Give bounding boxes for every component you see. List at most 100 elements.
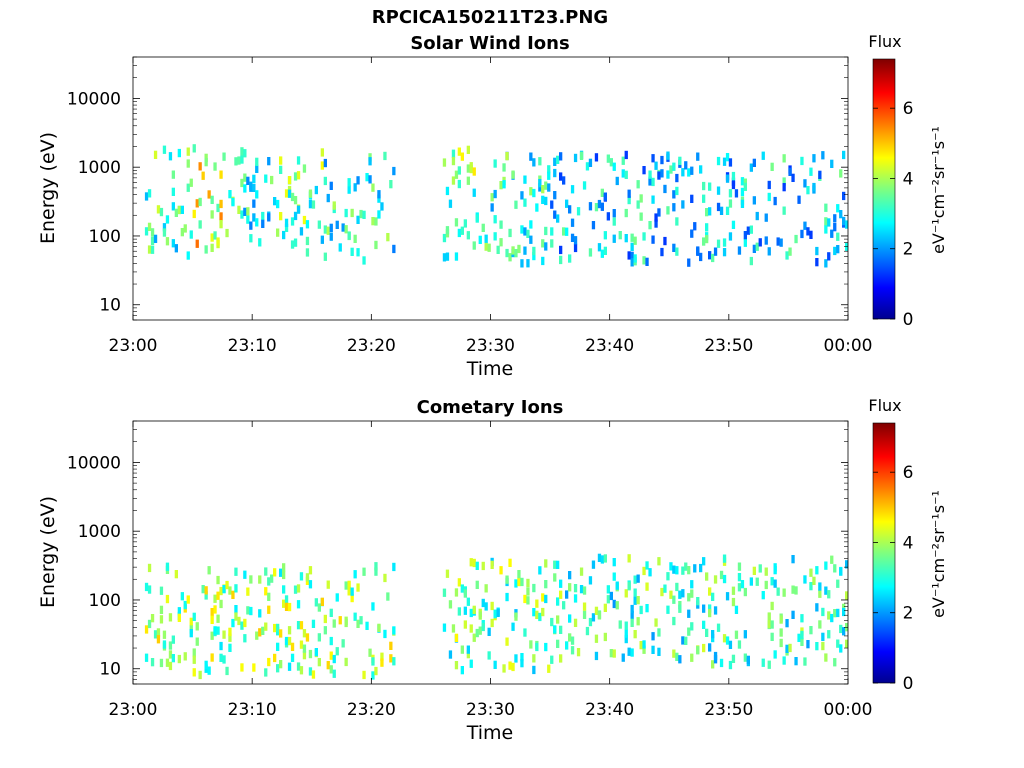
spectrogram-cell <box>541 256 545 266</box>
spectrogram-cell <box>716 202 721 212</box>
spectrogram-cell <box>797 195 801 204</box>
spectrogram-cell <box>800 630 804 640</box>
spectrogram-cell <box>633 596 637 605</box>
spectrogram-cell <box>725 153 730 162</box>
spectrogram-cell <box>243 184 247 193</box>
spectrogram-cell <box>472 167 476 176</box>
spectrogram-cell <box>442 623 447 632</box>
spectrogram-cell <box>839 210 843 219</box>
spectrogram-cell <box>630 242 634 251</box>
spectrogram-cell <box>836 639 840 648</box>
spectrogram-cell <box>460 645 464 654</box>
spectrogram-cell <box>147 585 152 594</box>
spectrogram-cell <box>627 195 631 205</box>
spectrogram-cell <box>749 163 753 172</box>
spectrogram-cell <box>293 211 298 221</box>
spectrogram-cell <box>523 246 527 255</box>
spectrogram-cell <box>785 251 789 260</box>
spectrogram-cell <box>192 612 196 621</box>
spectrogram-cell <box>758 564 762 573</box>
spectrogram-cell <box>666 151 670 160</box>
x-tick-label: 23:10 <box>228 700 277 720</box>
spectrogram-cell <box>672 649 676 658</box>
spectrogram-cell <box>234 567 238 576</box>
spectrogram-cell <box>341 639 345 648</box>
spectrogram-cell <box>249 181 253 190</box>
spectrogram-cell <box>627 647 631 656</box>
spectrogram-cell <box>195 637 199 646</box>
spectrogram-cell <box>210 243 214 252</box>
colorbar-tick-label: 2 <box>903 240 914 260</box>
spectrogram-cell <box>612 572 616 581</box>
spectrogram-cell <box>210 195 214 204</box>
spectrogram-cell <box>219 586 223 596</box>
spectrogram-cell <box>276 199 280 209</box>
spectrogram-cell <box>535 610 539 619</box>
spectrogram-cell <box>147 189 152 198</box>
spectrogram-cell <box>279 165 283 174</box>
spectrogram-cell <box>165 594 170 604</box>
spectrogram-cell <box>156 205 161 214</box>
spectrogram-cell <box>573 236 578 245</box>
spectrogram-cell <box>845 591 848 600</box>
spectrogram-cell <box>252 199 256 208</box>
spectrogram-cell <box>520 225 524 234</box>
spectrogram-cell <box>651 632 655 641</box>
spectrogram-cell <box>827 590 831 599</box>
spectrogram-cell <box>779 238 783 247</box>
spectrogram-cell <box>344 225 348 234</box>
spectrogram-cell <box>597 243 602 252</box>
spectrogram-cell <box>708 604 712 613</box>
x-tick-label: 23:20 <box>347 700 396 720</box>
spectrogram-cell <box>815 642 819 651</box>
spectrogram-cell <box>544 242 548 251</box>
spectrogram-cell <box>377 190 381 199</box>
spectrogram-cell <box>204 153 208 162</box>
spectrogram-cell <box>821 607 825 617</box>
x-axis-label: Time <box>466 722 514 744</box>
spectrogram-cell <box>711 660 715 669</box>
spectrogram-cell <box>636 596 640 605</box>
spectrogram-cell <box>165 562 170 571</box>
spectrogram-cell <box>693 564 697 573</box>
spectrogram-cell <box>186 159 190 168</box>
y-tick-label: 10000 <box>67 453 121 473</box>
spectrogram-cell <box>642 645 646 654</box>
spectrogram-cell <box>323 252 327 261</box>
spectrogram-cell <box>273 623 277 633</box>
spectrogram-cell <box>609 158 613 167</box>
spectrogram-cell <box>699 165 703 174</box>
spectrogram-cell <box>359 209 363 219</box>
spectrogram-cell <box>243 570 247 579</box>
spectrogram-cell <box>508 228 512 238</box>
spectrogram-cell <box>725 206 730 215</box>
spectrogram-cell <box>192 209 196 219</box>
spectrogram-cell <box>377 210 381 219</box>
spectrogram-cell <box>672 190 676 199</box>
spectrogram-cell <box>505 637 509 646</box>
spectrogram-cell <box>749 225 753 234</box>
spectrogram-cell <box>770 632 774 641</box>
spectrogram-cell <box>195 239 199 248</box>
spectrogram-cell <box>159 207 164 217</box>
spectrogram-cell <box>383 151 387 161</box>
spectrogram-cell <box>603 603 607 612</box>
spectrogram-cell <box>383 573 387 583</box>
spectrogram-cell <box>645 561 649 570</box>
spectrogram-cell <box>836 245 840 254</box>
spectrogram-cell <box>490 618 494 628</box>
spectrogram-cell <box>290 653 295 662</box>
spectrogram-cell <box>824 653 828 662</box>
spectrogram-cell <box>669 590 673 599</box>
spectrogram-cell <box>544 559 548 568</box>
spectrogram-cell <box>228 586 232 595</box>
spectrogram-cell <box>344 581 348 590</box>
spectrogram-cell <box>392 562 396 572</box>
spectrogram-cell <box>326 193 330 203</box>
spectrogram-cell <box>380 658 384 667</box>
spectrogram-cell <box>576 207 581 216</box>
y-tick-label: 100 <box>89 591 121 611</box>
spectrogram-cell <box>562 176 566 185</box>
spectrogram-cell <box>287 602 292 612</box>
spectrogram-cell <box>386 592 390 601</box>
